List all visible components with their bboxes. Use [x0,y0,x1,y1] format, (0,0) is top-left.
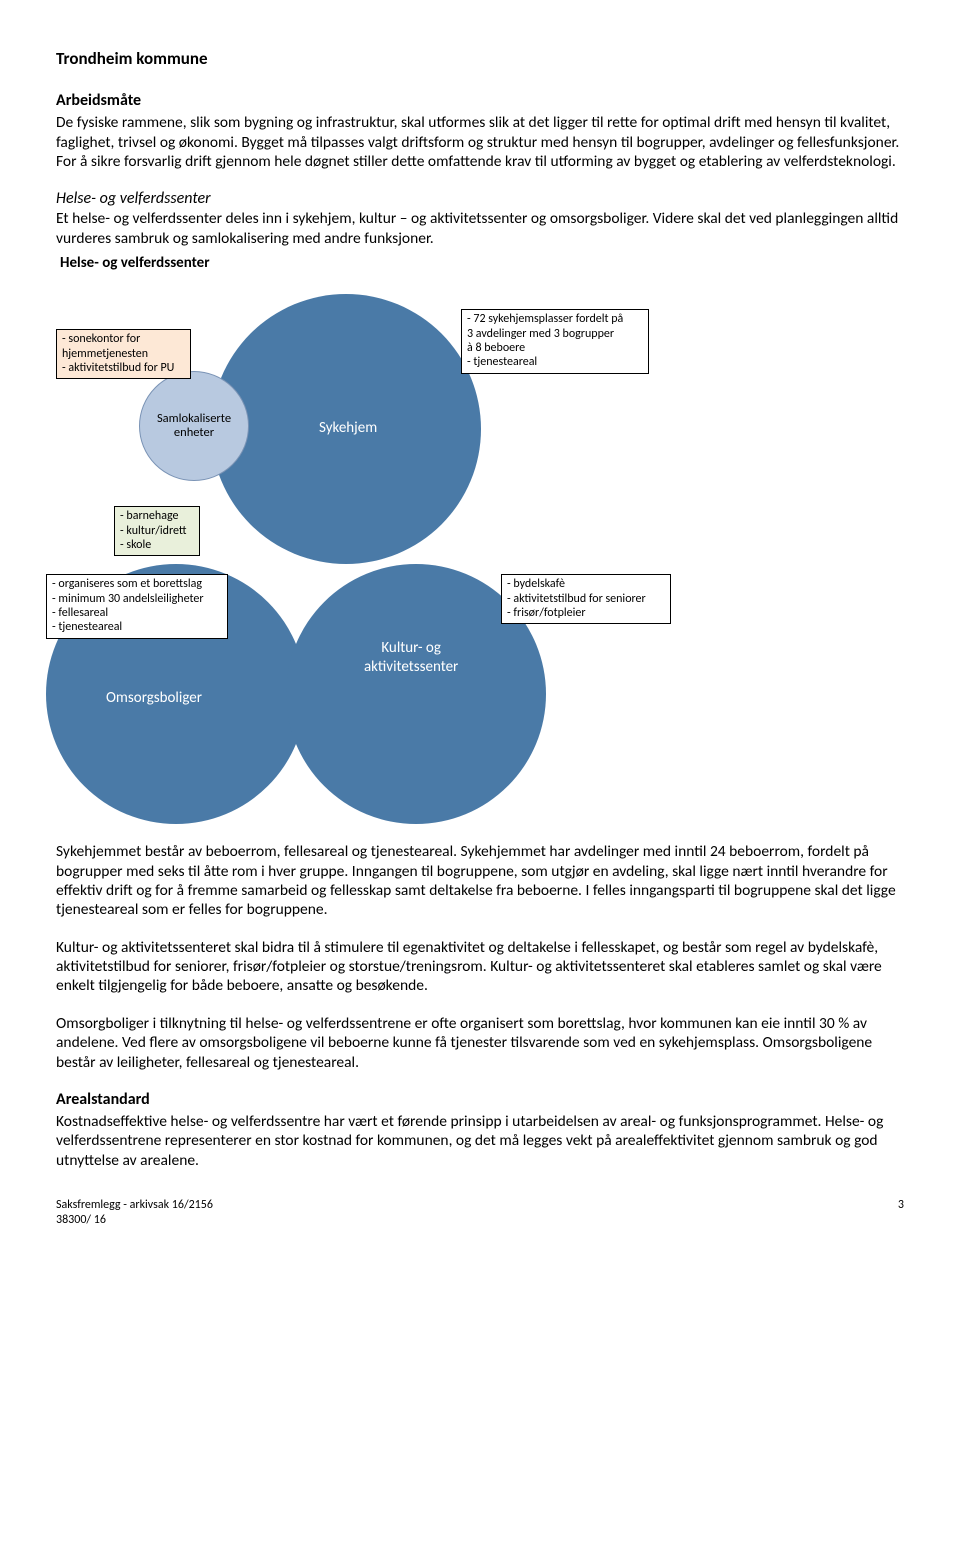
note-line: - minimum 30 andelsleiligheter [52,592,222,606]
circle-kultur-label: Kultur- og aktivitetssenter [364,639,458,677]
footer-line1: Saksfremlegg - arkivsak 16/2156 [56,1198,904,1213]
org-header: Trondheim kommune [56,48,904,69]
note-line: - fellesareal [52,606,222,620]
section-hv-title: Helse- og velferdssenter [56,189,211,208]
note-line: - barnehage [120,509,194,523]
note-line: - tjenesteareal [52,620,222,634]
para-omsorg: Omsorgboliger i tilknytning til helse- o… [56,1014,904,1072]
note-line: - 72 sykehjemsplasser fordelt på [467,312,643,326]
note-line: - kultur/idrett [120,524,194,538]
section-hv-body: Et helse- og velferdssenter deles inn i … [56,209,904,248]
note-line: à 8 beboere [467,341,643,355]
section-areal-body: Kostnadseffektive helse- og velferdssent… [56,1112,904,1170]
note-barnehage: - barnehage - kultur/idrett - skole [114,506,200,556]
note-line: 3 avdelinger med 3 bogrupper [467,327,643,341]
circle-samlokaliserte: Samlokaliserte enheter [139,371,249,481]
circle-sykehjem-label: Sykehjem [319,419,377,438]
note-line: - tjenesteareal [467,355,643,369]
para-sykehjem: Sykehjemmet består av beboerrom, fellesa… [56,842,904,920]
note-line: - frisør/fotpleier [507,606,665,620]
circle-samlokaliserte-label: Samlokaliserte enheter [157,412,231,441]
note-sykehjem: - 72 sykehjemsplasser fordelt på 3 avdel… [461,309,649,374]
para-kultur: Kultur- og aktivitetssenteret skal bidra… [56,938,904,996]
circle-sykehjem: Sykehjem [211,294,481,564]
note-line: - bydelskafè [507,577,665,591]
page-footer: Saksfremlegg - arkivsak 16/2156 38300/ 1… [56,1198,904,1228]
section-arbeidsmate-title: Arbeidsmåte [56,91,904,111]
section-areal-title: Arealstandard [56,1090,904,1110]
circle-omsorg-label: Omsorgsboliger [106,689,202,708]
footer-page-number: 3 [898,1198,904,1213]
note-line: hjemmetjenesten [62,347,185,361]
footer-line2: 38300/ 16 [56,1213,904,1228]
note-sonekontor: - sonekontor for hjemmetjenesten - aktiv… [56,329,191,379]
note-line: - aktivitetstilbud for seniorer [507,592,665,606]
note-line: - skole [120,538,194,552]
section-arbeidsmate-body: De fysiske rammene, slik som bygning og … [56,113,904,171]
note-line: - organiseres som et borettslag [52,577,222,591]
note-line: - aktivitetstilbud for PU [62,361,185,375]
hv-diagram: Helse- og velferdssenter Sykehjem Omsorg… [56,254,904,814]
note-omsorg: - organiseres som et borettslag - minimu… [46,574,228,639]
note-kultur: - bydelskafè - aktivitetstilbud for seni… [501,574,671,624]
note-line: - sonekontor for [62,332,185,346]
diagram-title: Helse- og velferdssenter [60,254,210,273]
